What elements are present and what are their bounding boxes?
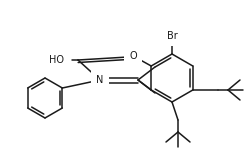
Text: Br: Br (167, 31, 177, 41)
Text: O: O (129, 51, 137, 61)
Text: HO: HO (49, 55, 64, 65)
Text: N: N (96, 75, 104, 85)
